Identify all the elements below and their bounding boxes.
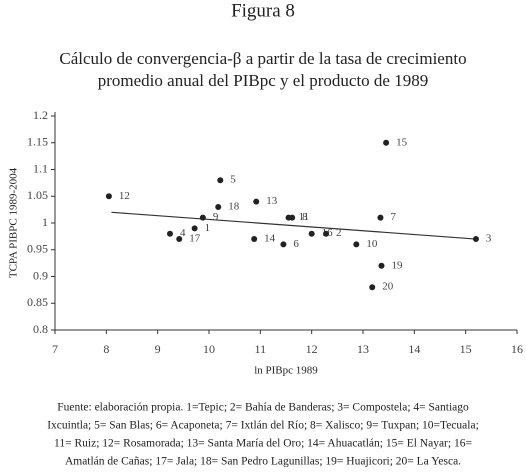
point-label: 6: [293, 238, 299, 250]
chart-subtitle: Cálculo de convergencia-β a partir de la…: [59, 49, 466, 68]
y-tick-label: 1.1: [33, 161, 48, 175]
point-label: 18: [228, 200, 240, 212]
point: [378, 262, 385, 269]
point-label: 10: [366, 238, 378, 250]
y-tick-label: 0.9: [33, 268, 48, 282]
y-tick-label: 0.8: [33, 322, 48, 336]
point-label: 17: [189, 233, 201, 245]
y-tick-label: 0.85: [27, 295, 48, 309]
point-label: 7: [390, 211, 396, 223]
x-tick-label: 13: [357, 342, 369, 356]
source-note: Amatlán de Cañas; 17= Jala; 18= San Pedr…: [65, 456, 461, 468]
point-label: 11: [299, 211, 310, 223]
y-tick-label: 1.2: [33, 108, 48, 122]
point: [176, 236, 183, 243]
point-label: 1: [205, 222, 211, 234]
source-note: 11= Ruiz; 12= Rosamorada; 13= Santa Marí…: [54, 438, 472, 450]
y-tick-label: 1.15: [27, 135, 48, 149]
point-label: 20: [382, 281, 394, 293]
point: [323, 230, 330, 237]
x-tick-label: 16: [511, 342, 523, 356]
chart-subtitle: promedio anual del PIBpc y el producto d…: [98, 71, 428, 90]
x-tick-label: 8: [103, 342, 109, 356]
x-tick-label: 10: [203, 342, 215, 356]
point: [472, 236, 479, 243]
point: [353, 241, 360, 248]
point: [280, 241, 287, 248]
point-label: 9: [213, 211, 219, 223]
point: [383, 139, 390, 146]
y-axis-label: TCPA PIBPC 1989-2004: [8, 167, 20, 278]
point-label: 13: [266, 195, 278, 207]
x-tick-label: 12: [306, 342, 318, 356]
y-tick-label: 0.95: [27, 242, 48, 256]
point: [105, 193, 112, 200]
x-tick-label: 11: [255, 342, 267, 356]
chart-title: Figura 8: [231, 0, 295, 21]
point: [308, 230, 315, 237]
point-label: 14: [264, 233, 276, 245]
point-label: 3: [486, 233, 492, 245]
point: [251, 236, 258, 243]
point: [191, 225, 198, 232]
source-note: Fuente: elaboración propia. 1=Tepic; 2= …: [57, 402, 469, 414]
point-label: 2: [336, 227, 342, 239]
x-axis-label: ln PIBpc 1989: [254, 365, 318, 377]
point: [217, 177, 224, 184]
x-tick-label: 7: [52, 342, 58, 356]
y-tick-label: 1.05: [27, 188, 48, 202]
point: [166, 230, 173, 237]
x-tick-label: 14: [408, 342, 420, 356]
y-tick-label: 1: [42, 215, 48, 229]
point: [289, 214, 296, 221]
point: [253, 198, 260, 205]
point: [377, 214, 384, 221]
point: [369, 284, 376, 291]
trend-line: [111, 211, 476, 240]
x-tick-label: 15: [460, 342, 472, 356]
x-tick-label: 9: [155, 342, 161, 356]
point: [215, 203, 222, 210]
point-label: 4: [180, 227, 186, 239]
point-label: 5: [230, 174, 236, 186]
point-label: 8: [302, 211, 308, 223]
point-label: 12: [119, 190, 130, 202]
point-label: 15: [396, 136, 408, 148]
point-label: 19: [391, 259, 403, 271]
point: [199, 214, 206, 221]
source-note: Ixcuintla; 5= San Blas; 6= Acaponeta; 7=…: [47, 420, 479, 432]
